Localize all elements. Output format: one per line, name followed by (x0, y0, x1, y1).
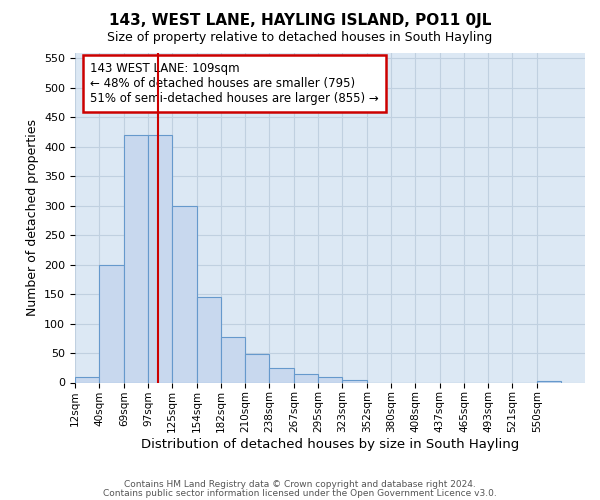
X-axis label: Distribution of detached houses by size in South Hayling: Distribution of detached houses by size … (141, 438, 519, 451)
Y-axis label: Number of detached properties: Number of detached properties (26, 119, 38, 316)
Bar (148, 135, 172, 382)
Bar (172, 206, 197, 382)
Text: Size of property relative to detached houses in South Hayling: Size of property relative to detached ho… (107, 31, 493, 44)
Text: 143, WEST LANE, HAYLING ISLAND, PO11 0JL: 143, WEST LANE, HAYLING ISLAND, PO11 0JL (109, 12, 491, 28)
Bar (99, 264, 124, 382)
Bar (75, 376, 99, 382)
Bar (221, 336, 245, 382)
Bar (294, 374, 318, 382)
Bar (537, 380, 561, 382)
Bar (318, 376, 342, 382)
Text: 143 WEST LANE: 109sqm
← 48% of detached houses are smaller (795)
51% of semi-det: 143 WEST LANE: 109sqm ← 48% of detached … (90, 62, 379, 106)
Bar (124, 135, 148, 382)
Bar (342, 380, 367, 382)
Bar (269, 368, 294, 382)
Bar (197, 297, 221, 382)
Bar (245, 354, 269, 382)
Text: Contains HM Land Registry data © Crown copyright and database right 2024.: Contains HM Land Registry data © Crown c… (124, 480, 476, 489)
Text: Contains public sector information licensed under the Open Government Licence v3: Contains public sector information licen… (103, 488, 497, 498)
